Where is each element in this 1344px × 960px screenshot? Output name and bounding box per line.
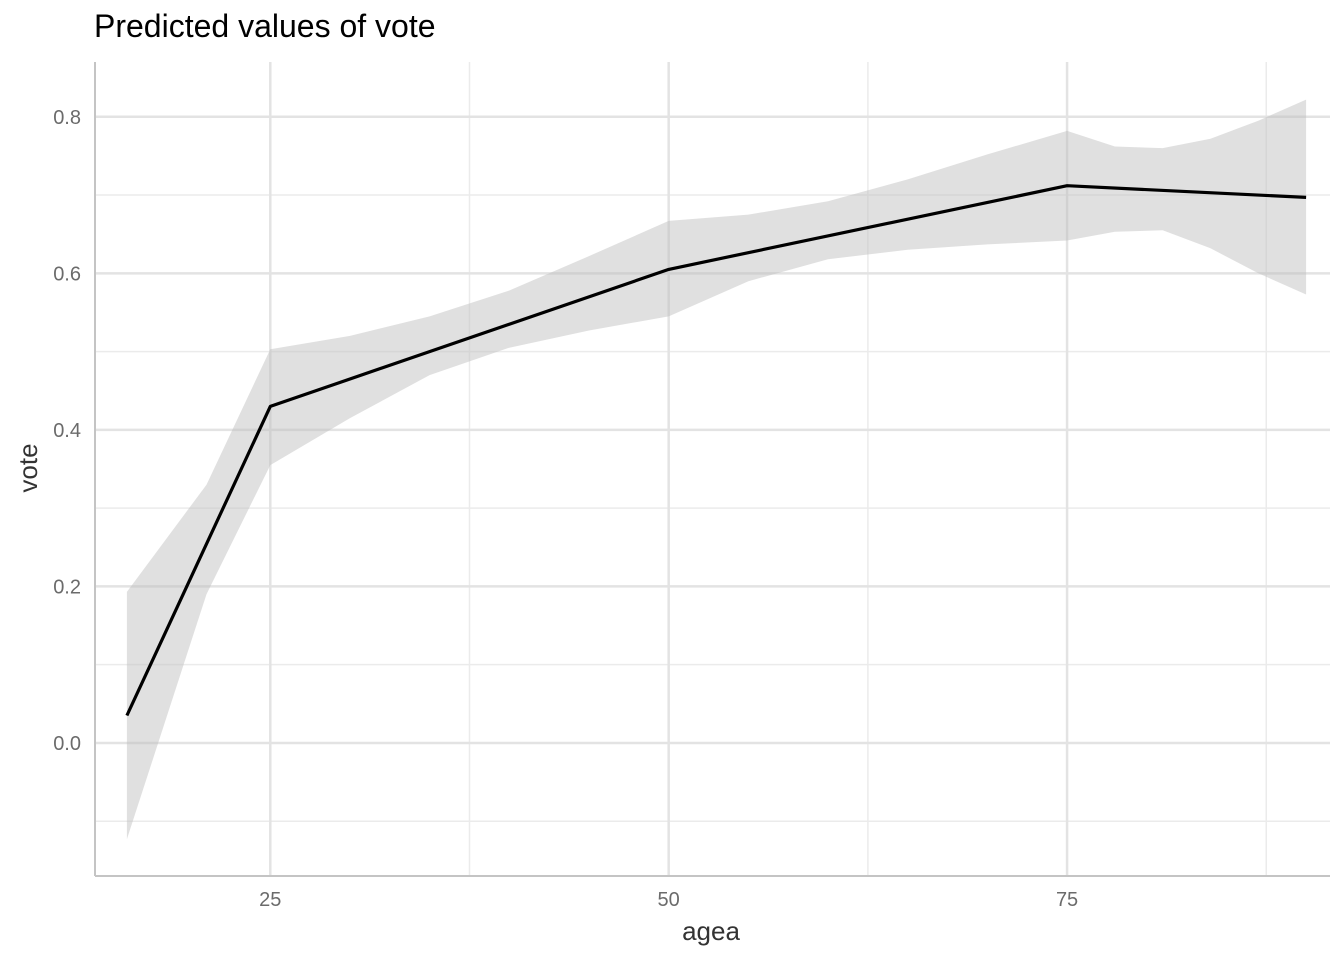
x-tick-label: 75: [1056, 889, 1078, 911]
x-tick-labels: 25 50 75: [259, 889, 1078, 911]
y-tick-label: 0.4: [53, 420, 81, 442]
series-line: [125, 184, 1307, 717]
chart-title: Predicted values of vote: [94, 8, 436, 44]
y-tick-labels: 0.0 0.2 0.4 0.6 0.8: [53, 107, 81, 755]
y-tick-label: 0.8: [53, 107, 81, 129]
y-tick-label: 0.6: [53, 263, 81, 285]
x-tick-label: 50: [658, 889, 680, 911]
confidence-band-area: [126, 99, 1307, 840]
x-axis-title: agea: [682, 916, 740, 946]
y-tick-label: 0.0: [53, 733, 81, 755]
series-lines: [125, 184, 1307, 717]
minor-grid: [95, 62, 1330, 876]
major-grid: [95, 62, 1330, 876]
y-axis-title: vote: [13, 443, 43, 492]
y-tick-label: 0.2: [53, 576, 81, 598]
x-tick-label: 25: [259, 889, 281, 911]
axes: [94, 62, 1330, 877]
confidence-band: [126, 99, 1307, 840]
